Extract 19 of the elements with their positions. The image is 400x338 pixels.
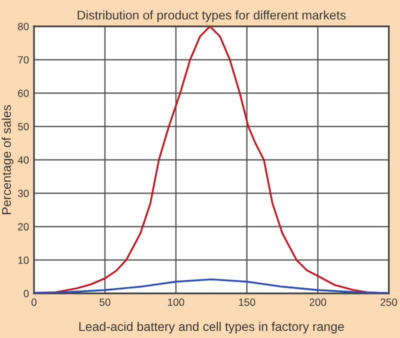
y-axis-title: Percentage of sales xyxy=(2,105,14,214)
x-tick-label: 150 xyxy=(238,298,256,306)
x-tick-label: 50 xyxy=(100,298,110,306)
x-axis-title: Lead-acid battery and cell types in factory range xyxy=(79,322,344,334)
y-tick-label: 20 xyxy=(18,223,29,231)
y-tick-label: 30 xyxy=(18,190,29,198)
y-tick-label: 60 xyxy=(18,90,29,97)
y-tick-label: 80 xyxy=(18,22,29,30)
y-tick-label: 10 xyxy=(18,256,29,264)
chart-title: Distribution of product types for different markets xyxy=(78,10,346,22)
y-tick-label: 70 xyxy=(18,56,29,64)
y-tick-label: 0 xyxy=(24,290,29,298)
y-tick-label: 40 xyxy=(18,156,29,164)
x-tick-label: 0 xyxy=(32,298,36,306)
x-tick-label: 200 xyxy=(310,298,326,306)
x-tick-label: 100 xyxy=(168,298,184,306)
x-tick-label: 250 xyxy=(380,298,398,306)
y-tick-label: 50 xyxy=(18,122,29,130)
line-series xyxy=(34,26,389,294)
